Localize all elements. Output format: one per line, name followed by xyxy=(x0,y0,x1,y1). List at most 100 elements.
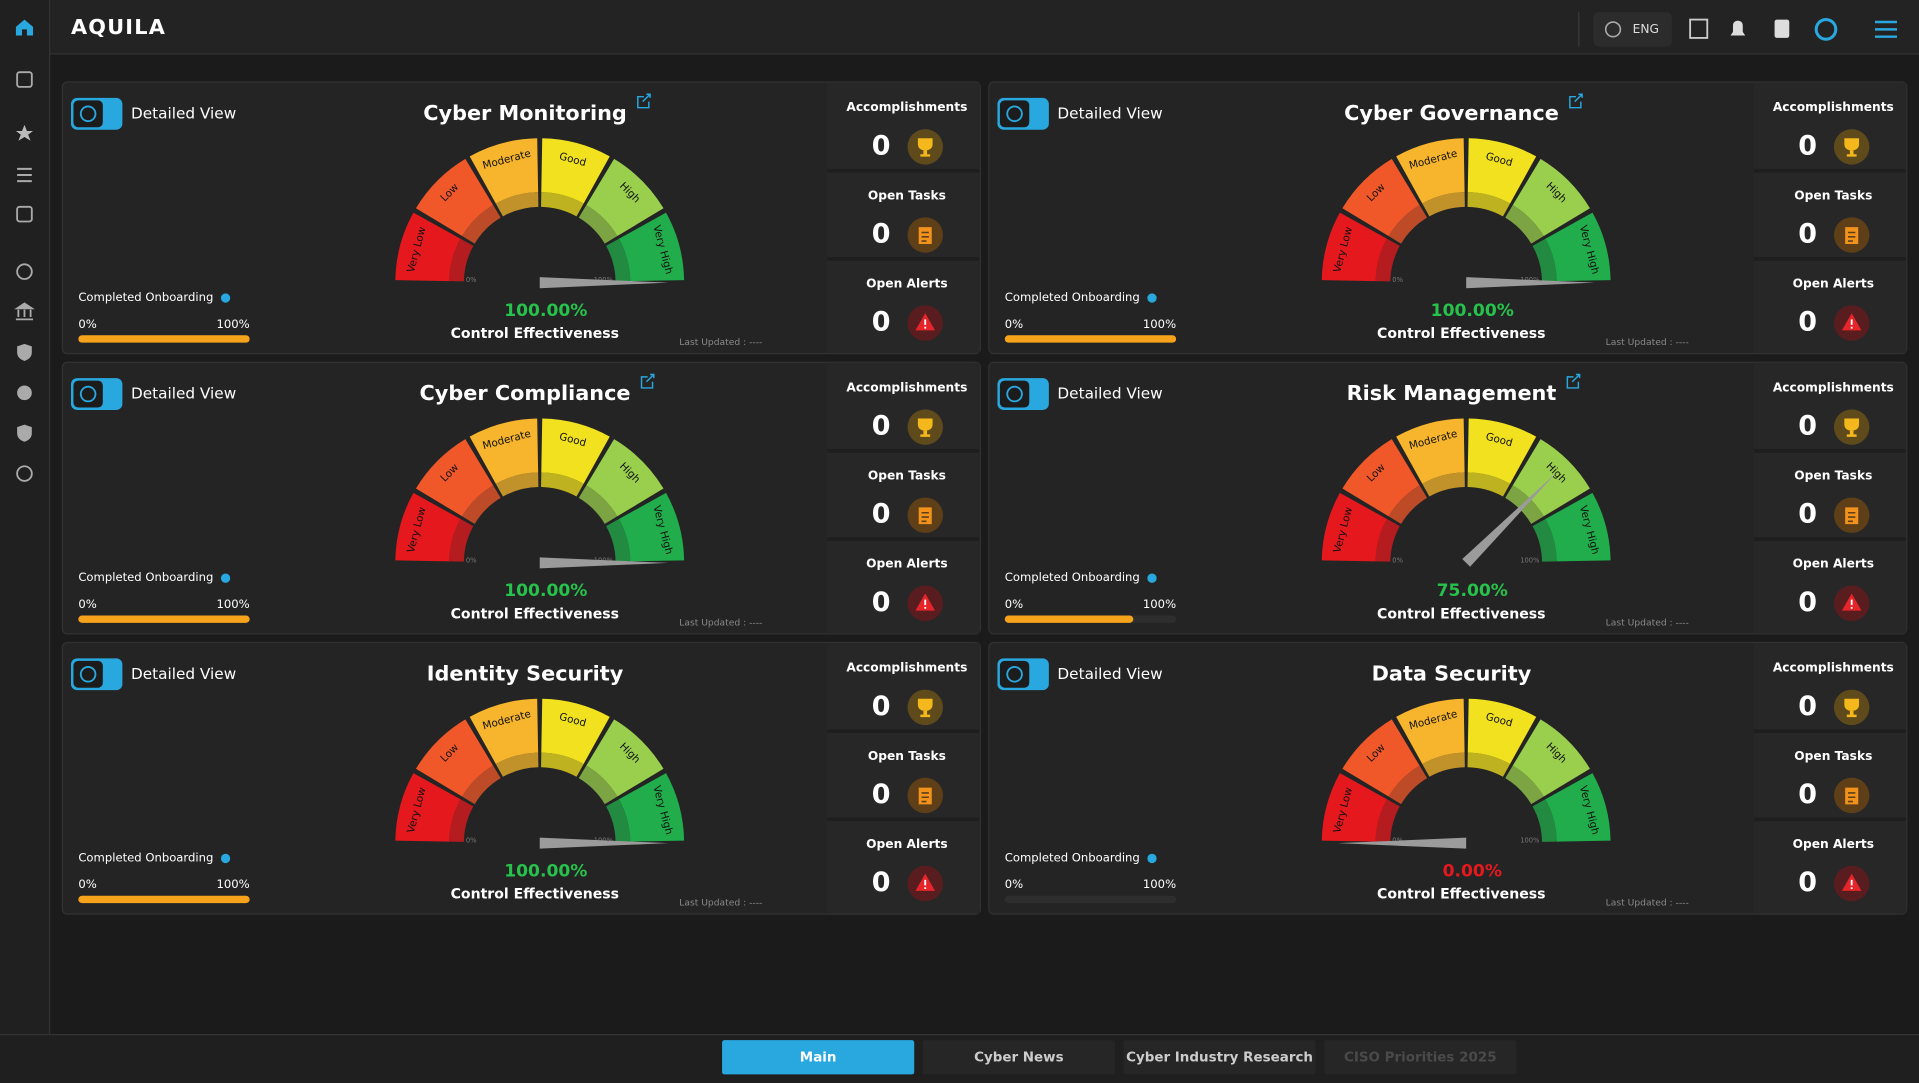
info-icon[interactable] xyxy=(220,293,231,303)
gauge-band-inner xyxy=(495,472,539,497)
gauge-band-inner xyxy=(541,472,584,497)
card-title: Cyber Compliance xyxy=(420,381,631,405)
last-updated: Last Updated : ---- xyxy=(679,898,762,909)
gauge-band-inner xyxy=(1467,752,1511,777)
tab[interactable] xyxy=(722,1040,915,1075)
gauge-min-label: 0% xyxy=(466,276,477,284)
stat-value: 0 xyxy=(1798,779,1817,810)
gauge-band xyxy=(395,212,461,282)
stat-value: 0 xyxy=(1798,499,1817,530)
stat-value: 0 xyxy=(1798,307,1817,338)
tab[interactable] xyxy=(1123,1040,1316,1075)
edit-icon[interactable] xyxy=(637,93,651,109)
stat-label: Accomplishments xyxy=(1773,661,1894,675)
stat-label: Open Alerts xyxy=(1793,837,1874,851)
card-bg xyxy=(61,641,981,915)
onboarding-fill xyxy=(78,335,250,343)
gauge-band-inner xyxy=(541,192,584,217)
stat-value: 0 xyxy=(1798,867,1817,898)
logo: AQUILA xyxy=(71,15,166,39)
trophy-icon xyxy=(917,138,933,157)
support-icon[interactable] xyxy=(1814,18,1838,41)
star-icon[interactable] xyxy=(15,124,34,141)
menu-icon[interactable] xyxy=(1874,20,1897,38)
gauge-max-label: 100% xyxy=(1520,556,1540,564)
gauge-needle xyxy=(539,837,669,849)
card-bg xyxy=(988,81,1908,355)
trophy-icon xyxy=(917,698,933,718)
shield-icon[interactable] xyxy=(17,343,32,361)
info-icon[interactable] xyxy=(1147,573,1157,583)
gauge-band-inner xyxy=(1505,765,1544,805)
gauge-band xyxy=(1321,212,1387,282)
gauge-min-label: 0% xyxy=(466,837,477,845)
gauge-needle xyxy=(539,557,669,569)
gauge-band xyxy=(469,698,539,764)
gauge-band xyxy=(395,773,461,842)
bell-icon[interactable] xyxy=(1730,20,1746,36)
edit-icon[interactable] xyxy=(1569,93,1583,109)
radar-icon[interactable] xyxy=(16,263,33,280)
onboarding-label: Completed Onboarding xyxy=(78,850,213,864)
stat-value: 0 xyxy=(872,587,891,618)
info-icon[interactable] xyxy=(1147,853,1157,864)
stat-label: Open Tasks xyxy=(1794,749,1872,763)
effectiveness-value: 100.00% xyxy=(504,581,587,601)
detailed-view-label: Detailed View xyxy=(1057,665,1162,683)
layout-icon[interactable] xyxy=(16,205,33,223)
onboarding-max: 100% xyxy=(216,317,249,331)
toggle-knob xyxy=(999,380,1030,408)
gauge-band xyxy=(541,138,610,204)
stat-label: Open Tasks xyxy=(868,749,946,763)
edit-icon[interactable] xyxy=(1566,373,1581,389)
effectiveness-label: Control Effectiveness xyxy=(1377,887,1545,903)
stat-label: Open Alerts xyxy=(866,276,947,290)
toggle-knob xyxy=(73,660,103,688)
last-updated: Last Updated : ---- xyxy=(1606,617,1689,628)
bank-icon[interactable] xyxy=(14,302,35,321)
gauge-band xyxy=(1467,698,1537,764)
list-icon[interactable] xyxy=(17,167,32,183)
clipboard-icon xyxy=(917,225,934,246)
info-icon[interactable] xyxy=(1147,293,1157,303)
edit-icon[interactable] xyxy=(640,373,655,389)
gauge-band-inner xyxy=(1532,519,1557,562)
toggle-knob xyxy=(73,100,103,128)
gauge-band-inner xyxy=(449,799,474,842)
gauge-band-inner xyxy=(1422,472,1465,497)
sidebar xyxy=(0,0,49,1083)
tab[interactable] xyxy=(1324,1040,1517,1075)
toggle-icon xyxy=(1006,666,1023,683)
stat-label: Open Alerts xyxy=(1793,276,1874,290)
info-icon[interactable] xyxy=(220,853,231,864)
onboarding-max: 100% xyxy=(216,597,249,611)
stat-value: 0 xyxy=(872,411,891,442)
effectiveness-value: 75.00% xyxy=(1437,581,1508,601)
onboarding-max: 100% xyxy=(1143,317,1176,331)
stats-panel xyxy=(1753,362,1907,634)
effectiveness-label: Control Effectiveness xyxy=(451,326,619,342)
stat-label: Accomplishments xyxy=(1773,100,1894,114)
gauge-band-inner xyxy=(1467,472,1511,497)
gauge-band-inner xyxy=(1388,765,1428,805)
home-icon[interactable] xyxy=(15,19,34,36)
gauge-band xyxy=(618,773,685,842)
database-icon[interactable] xyxy=(16,465,33,482)
effectiveness-label: Control Effectiveness xyxy=(451,887,619,903)
info-icon[interactable] xyxy=(220,573,231,583)
book-icon[interactable] xyxy=(1774,19,1790,38)
gauge-band-inner xyxy=(606,238,631,282)
user-shield-icon[interactable] xyxy=(17,424,32,442)
gauge-icon[interactable] xyxy=(17,385,32,401)
toggle-icon xyxy=(79,105,97,123)
stat-label: Accomplishments xyxy=(846,661,967,675)
clipboard-icon xyxy=(917,786,934,807)
gauge-band-inner xyxy=(1375,238,1400,282)
building-icon[interactable] xyxy=(1689,18,1709,39)
tab[interactable] xyxy=(922,1040,1115,1075)
onboarding-label: Completed Onboarding xyxy=(78,290,213,304)
language-button[interactable] xyxy=(1593,12,1672,47)
panel-icon[interactable] xyxy=(16,71,33,88)
